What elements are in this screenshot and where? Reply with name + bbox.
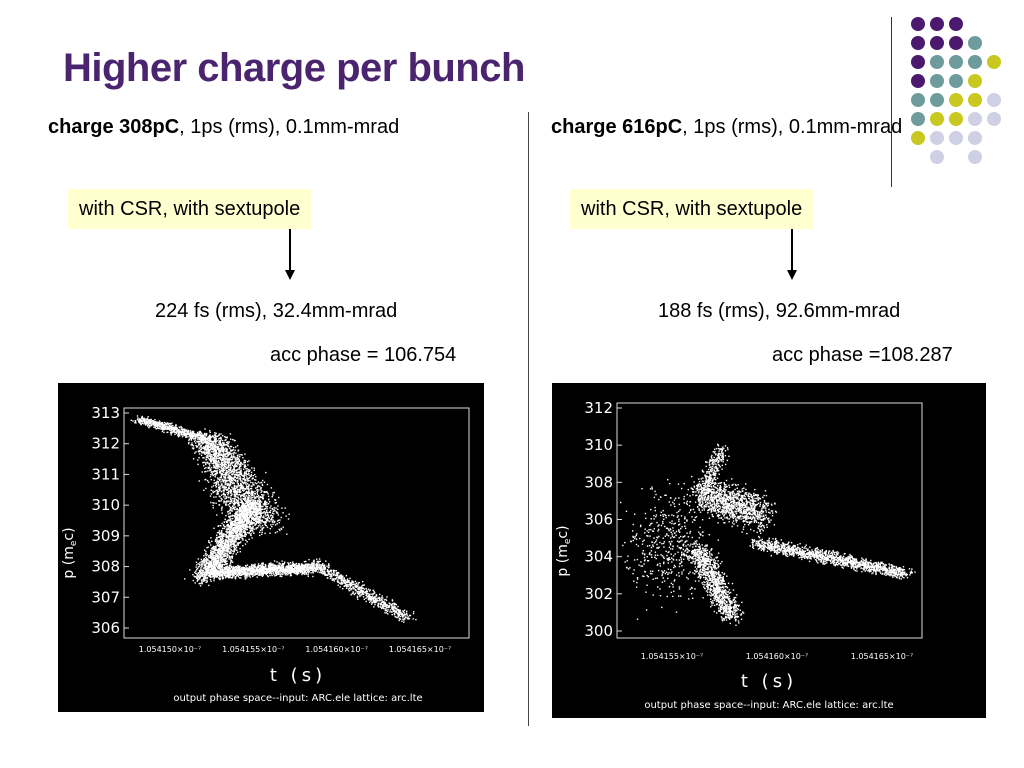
decorative-dot — [930, 74, 944, 88]
right-arrow-shaft — [791, 229, 793, 271]
decorative-dot — [987, 112, 1001, 126]
decorative-dot — [949, 36, 963, 50]
right-heading: charge 616pC, 1ps (rms), 0.1mm-mrad — [551, 116, 902, 139]
column-divider — [528, 112, 529, 726]
y-tick-label: 306 — [584, 511, 613, 529]
right-phase-space-plot: 312 310 308 306 304 302 300 1.054155×10⁻⁷ 1.054… — [552, 383, 986, 718]
decorative-dot — [911, 93, 925, 107]
left-plot-ylabel: p (mec) — [61, 527, 79, 578]
slide-title: Higher charge per bunch — [63, 46, 525, 90]
decorative-dot — [930, 150, 944, 164]
left-acc-phase: acc phase = 106.754 — [270, 344, 457, 366]
right-plot-caption: output phase space--input: ARC.ele latti… — [644, 700, 893, 711]
y-tick-label: 306 — [91, 619, 120, 637]
right-plot-xlabel: t (s) — [741, 671, 797, 692]
decorative-dot — [949, 74, 963, 88]
decorative-dot — [968, 36, 982, 50]
right-arrow-head — [787, 270, 797, 280]
right-plot-frame — [616, 402, 923, 639]
y-tick-label: 304 — [584, 548, 613, 566]
y-tick-label: 309 — [91, 527, 120, 545]
y-tick-label: 313 — [91, 404, 120, 422]
left-arrow-head — [285, 270, 295, 280]
decorative-dot — [968, 150, 982, 164]
left-plot-caption: output phase space--input: ARC.ele latti… — [173, 693, 422, 704]
y-tick-label: 308 — [91, 558, 120, 576]
decorative-dot — [968, 131, 982, 145]
y-tick-label: 310 — [584, 436, 613, 454]
right-heading-rest: , 1ps (rms), 0.1mm-mrad — [682, 116, 903, 138]
decorative-dot — [968, 55, 982, 69]
decorative-dot — [949, 17, 963, 31]
decorative-dot — [949, 93, 963, 107]
decorative-dot — [911, 112, 925, 126]
y-tick-label: 302 — [584, 585, 613, 603]
right-heading-bold: charge 616pC — [551, 116, 683, 138]
left-plot-frame — [123, 407, 470, 639]
decorative-dot — [911, 131, 925, 145]
decorative-dot — [911, 74, 925, 88]
decorative-dot-grid — [911, 17, 1001, 164]
decorative-dot — [930, 17, 944, 31]
y-tick-label: 310 — [91, 496, 120, 514]
left-arrow-shaft — [289, 229, 291, 271]
y-tick-label: 312 — [91, 435, 120, 453]
y-tick-label: 311 — [91, 465, 120, 483]
x-tick-label: 1.054155×10⁻⁷ — [222, 645, 284, 654]
left-phase-space-plot: 313 312 311 310 309 308 307 306 1.054150×10⁻⁷ 1.… — [58, 383, 484, 712]
right-callout: with CSR, with sextupole — [570, 189, 814, 229]
y-tick-label: 300 — [584, 622, 613, 640]
decorative-dot — [930, 36, 944, 50]
y-tick-label: 312 — [584, 399, 613, 417]
x-tick-label: 1.054155×10⁻⁷ — [641, 652, 703, 661]
decorative-dot — [987, 93, 1001, 107]
left-callout: with CSR, with sextupole — [68, 189, 312, 229]
x-tick-label: 1.054165×10⁻⁷ — [389, 645, 451, 654]
x-tick-label: 1.054150×10⁻⁷ — [139, 645, 201, 654]
decorative-dot — [930, 131, 944, 145]
right-result: 188 fs (rms), 92.6mm-mrad — [658, 300, 901, 322]
left-heading: charge 308pC, 1ps (rms), 0.1mm-mrad — [48, 116, 399, 139]
left-heading-rest: , 1ps (rms), 0.1mm-mrad — [179, 116, 400, 138]
decorative-dot — [949, 55, 963, 69]
decorative-dot — [911, 17, 925, 31]
left-plot-xlabel: t (s) — [270, 665, 326, 686]
right-plot-ylabel: p (mec) — [555, 525, 573, 576]
y-tick-label: 308 — [584, 473, 613, 491]
decorative-dot — [968, 112, 982, 126]
decorative-dot — [968, 93, 982, 107]
decorative-dot — [930, 112, 944, 126]
decorative-dot — [930, 93, 944, 107]
decorative-dot — [911, 55, 925, 69]
decorative-dot — [968, 74, 982, 88]
x-tick-label: 1.054160×10⁻⁷ — [746, 652, 808, 661]
decorative-dot — [911, 36, 925, 50]
right-acc-phase: acc phase =108.287 — [772, 344, 953, 366]
x-tick-label: 1.054160×10⁻⁷ — [305, 645, 367, 654]
x-tick-label: 1.054165×10⁻⁷ — [851, 652, 913, 661]
left-heading-bold: charge 308pC — [48, 116, 180, 138]
y-tick-label: 307 — [91, 588, 120, 606]
decorative-dot — [949, 131, 963, 145]
decorative-dot — [930, 55, 944, 69]
left-result: 224 fs (rms), 32.4mm-mrad — [155, 300, 398, 322]
decorative-dot — [987, 55, 1001, 69]
decorative-dot — [949, 112, 963, 126]
decorative-vertical-line — [891, 17, 892, 187]
